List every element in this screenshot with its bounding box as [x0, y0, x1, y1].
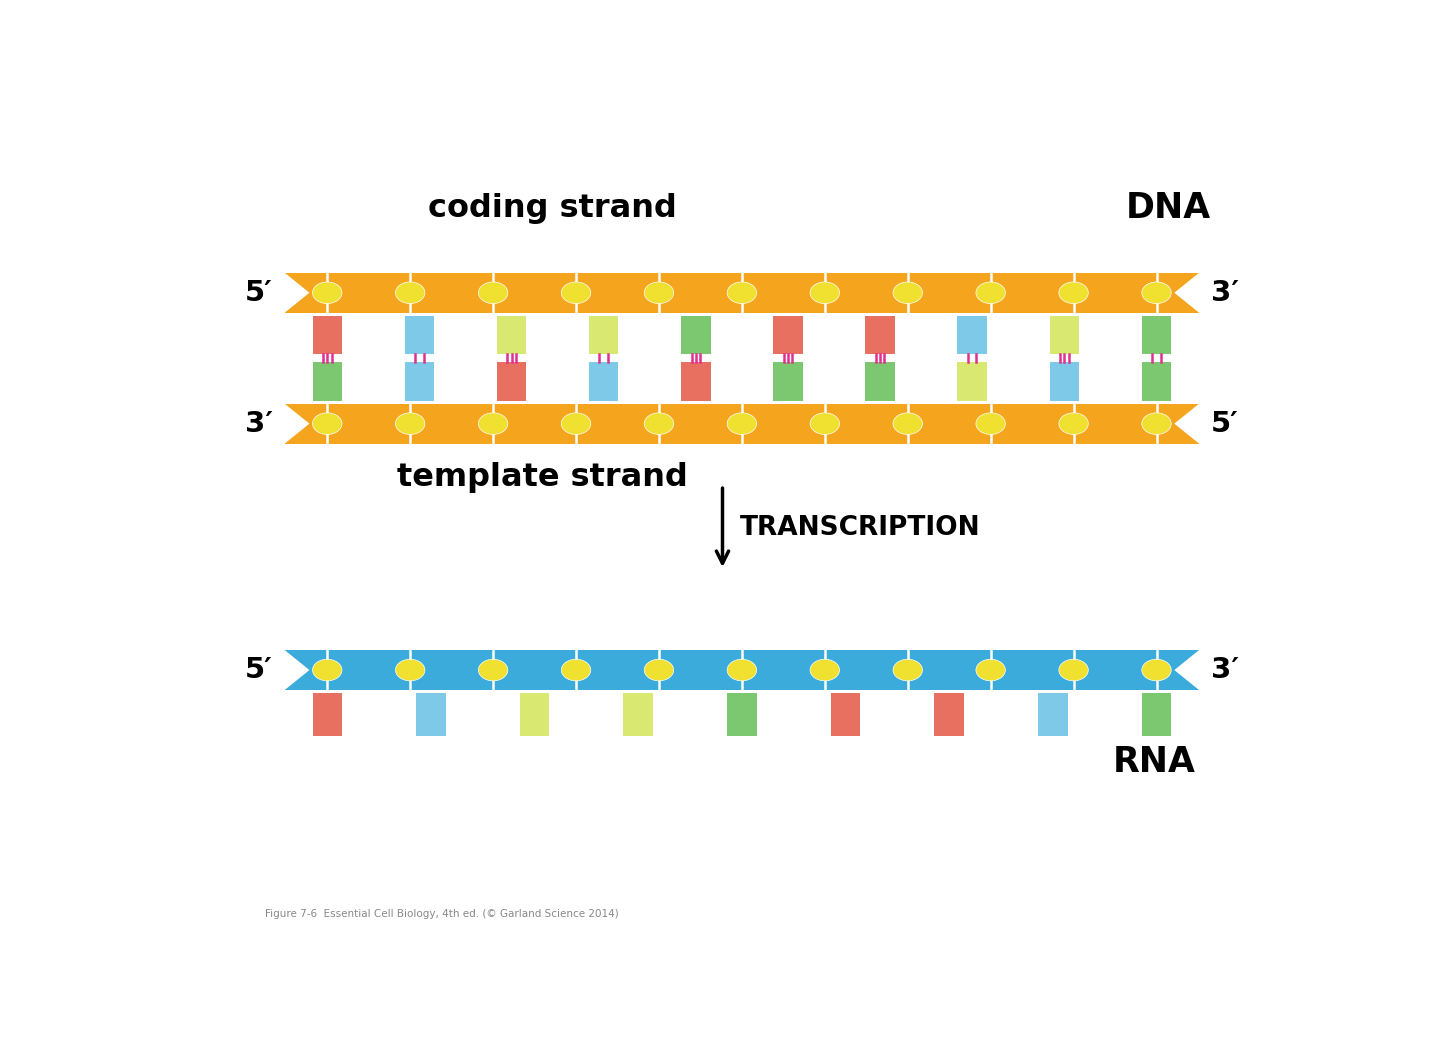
Ellipse shape	[811, 412, 840, 435]
Ellipse shape	[811, 659, 840, 681]
Ellipse shape	[727, 412, 756, 435]
Ellipse shape	[562, 659, 590, 681]
Text: DNA: DNA	[1126, 191, 1211, 225]
Text: TRANSCRIPTION: TRANSCRIPTION	[740, 514, 981, 541]
Ellipse shape	[644, 659, 674, 681]
Text: 3′: 3′	[245, 409, 274, 438]
Ellipse shape	[396, 282, 425, 303]
Bar	[497, 316, 526, 354]
Text: 5′: 5′	[245, 656, 274, 684]
Ellipse shape	[893, 659, 923, 681]
Text: template strand: template strand	[397, 462, 688, 493]
Ellipse shape	[727, 659, 756, 681]
Bar	[285, 650, 1200, 690]
Bar	[1050, 316, 1079, 354]
Bar	[624, 693, 652, 736]
Polygon shape	[1175, 272, 1200, 313]
Bar	[520, 693, 549, 736]
Bar	[285, 404, 1200, 444]
Ellipse shape	[562, 282, 590, 303]
Bar	[958, 316, 986, 354]
Ellipse shape	[893, 412, 923, 435]
Text: 3′: 3′	[1211, 279, 1238, 306]
Ellipse shape	[1142, 659, 1171, 681]
Text: 5′: 5′	[245, 279, 274, 306]
Ellipse shape	[478, 412, 508, 435]
Bar	[312, 316, 341, 354]
Ellipse shape	[644, 412, 674, 435]
Bar	[589, 363, 618, 401]
Ellipse shape	[644, 282, 674, 303]
Bar	[312, 693, 341, 736]
Ellipse shape	[1058, 659, 1089, 681]
Bar	[681, 363, 710, 401]
Polygon shape	[285, 650, 310, 690]
Polygon shape	[285, 272, 310, 313]
Text: Figure 7-6  Essential Cell Biology, 4th ed. (© Garland Science 2014): Figure 7-6 Essential Cell Biology, 4th e…	[265, 909, 619, 919]
Bar	[681, 316, 710, 354]
Bar	[773, 316, 802, 354]
Ellipse shape	[396, 659, 425, 681]
Bar	[416, 693, 445, 736]
Bar	[1142, 316, 1171, 354]
Ellipse shape	[1058, 412, 1089, 435]
Text: coding strand: coding strand	[428, 193, 677, 224]
Ellipse shape	[1058, 282, 1089, 303]
Bar	[1038, 693, 1067, 736]
Bar	[1142, 693, 1171, 736]
Text: RNA: RNA	[1112, 745, 1195, 779]
Bar	[773, 363, 802, 401]
Bar	[285, 272, 1200, 313]
Ellipse shape	[811, 282, 840, 303]
Text: 5′: 5′	[1211, 409, 1238, 438]
Bar	[1142, 363, 1171, 401]
Ellipse shape	[478, 282, 508, 303]
Ellipse shape	[1142, 412, 1171, 435]
Bar	[727, 693, 756, 736]
Text: 3′: 3′	[1211, 656, 1238, 684]
Polygon shape	[1175, 404, 1200, 444]
Bar	[935, 693, 963, 736]
Bar	[958, 363, 986, 401]
Bar	[1050, 363, 1079, 401]
Bar	[497, 363, 526, 401]
Bar	[589, 316, 618, 354]
Polygon shape	[1175, 650, 1200, 690]
Ellipse shape	[562, 412, 590, 435]
Ellipse shape	[478, 659, 508, 681]
Bar	[312, 363, 341, 401]
Ellipse shape	[312, 282, 341, 303]
Ellipse shape	[312, 659, 341, 681]
Bar	[831, 693, 860, 736]
Ellipse shape	[893, 282, 923, 303]
Ellipse shape	[976, 282, 1005, 303]
Bar	[865, 316, 894, 354]
Ellipse shape	[1142, 282, 1171, 303]
Ellipse shape	[976, 659, 1005, 681]
Ellipse shape	[312, 412, 341, 435]
Ellipse shape	[727, 282, 756, 303]
Ellipse shape	[396, 412, 425, 435]
Bar	[405, 363, 433, 401]
Polygon shape	[285, 404, 310, 444]
Ellipse shape	[976, 412, 1005, 435]
Bar	[405, 316, 433, 354]
Bar	[865, 363, 894, 401]
